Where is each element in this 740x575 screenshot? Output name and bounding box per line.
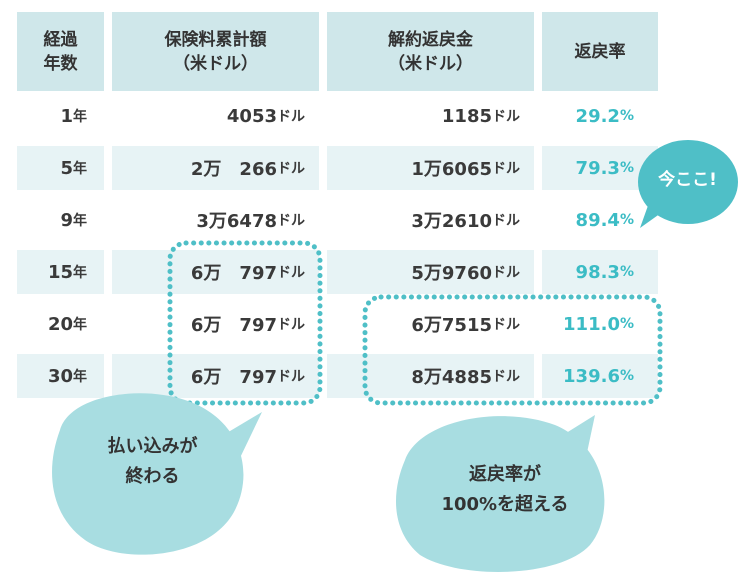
table-row-refund: 1万6065 ドル xyxy=(411,159,520,180)
header-rate: 返戻率 xyxy=(542,12,658,91)
table-row-premium: 4053 ドル xyxy=(226,105,305,127)
header-years-line1: 経過 xyxy=(43,29,78,50)
now-bubble xyxy=(638,140,738,224)
over-100-line1: 返戻率が xyxy=(469,464,541,485)
table-row-rate: 29.2% xyxy=(575,105,634,127)
row-bg-premiums-4 xyxy=(112,250,319,294)
over-100-callout: 返戻率が 100%を超える xyxy=(405,460,605,520)
over100-bubble xyxy=(395,416,605,572)
table-row-rate: 111.0% xyxy=(563,313,634,335)
table-row-refund: 1185 ドル xyxy=(441,105,520,127)
header-refund: 解約返戻金 （米ドル） xyxy=(327,12,534,91)
payment-done-line2: 終わる xyxy=(125,466,180,487)
row-bg-rate-6 xyxy=(542,354,658,398)
row-bg-years-6 xyxy=(17,354,104,398)
table-row-refund: 3万2610 ドル xyxy=(411,211,520,232)
row-bg-refund-6 xyxy=(327,354,534,398)
header-years: 経過 年数 xyxy=(17,12,104,91)
table-row-premium: 6万 797 ドル xyxy=(190,263,305,284)
table-row-refund: 6万7515 ドル xyxy=(411,315,520,336)
table-row-premium: 2万 266 ドル xyxy=(190,159,305,180)
payment-done-callout: 払い込みが 終わる xyxy=(65,432,240,492)
over-100-line2: 100%を超える xyxy=(441,494,569,515)
table-row-year: 15 年 xyxy=(47,261,87,283)
highlight-frame-premiums xyxy=(167,240,323,406)
now-callout-text: 今ここ! xyxy=(658,170,717,190)
table-row-refund: 8万4885 ドル xyxy=(411,367,520,388)
table-row-premium: 6万 797 ドル xyxy=(190,367,305,388)
header-refund-line2: （米ドル） xyxy=(388,53,473,74)
table-row-rate: 79.3% xyxy=(575,157,634,179)
header-premiums-line1: 保険料累計額 xyxy=(164,29,267,50)
payment-done-line1: 払い込みが xyxy=(107,436,198,457)
header-years-line2: 年数 xyxy=(43,53,78,74)
highlight-frame-over100 xyxy=(362,294,663,406)
row-bg-years-2 xyxy=(17,146,104,190)
table-row-year: 30 年 xyxy=(47,365,87,387)
payment-bubble xyxy=(52,393,244,555)
row-bg-years-4 xyxy=(17,250,104,294)
row-bg-refund-4 xyxy=(327,250,534,294)
row-bg-rate-4 xyxy=(542,250,658,294)
table-row-year: 20 年 xyxy=(47,313,87,335)
row-bg-premiums-2 xyxy=(112,146,319,190)
table-row-premium: 3万6478 ドル xyxy=(196,211,305,232)
row-bg-refund-2 xyxy=(327,146,534,190)
header-premiums: 保険料累計額 （米ドル） xyxy=(112,12,319,91)
header-premiums-line2: （米ドル） xyxy=(173,53,258,74)
table-row-premium: 6万 797 ドル xyxy=(190,315,305,336)
table-row-rate: 98.3% xyxy=(575,261,634,283)
table-row-refund: 5万9760 ドル xyxy=(411,263,520,284)
table-row-rate: 89.4% xyxy=(575,209,634,231)
header-rate-line1: 返戻率 xyxy=(574,41,626,62)
header-refund-line1: 解約返戻金 xyxy=(388,29,473,50)
table-row-rate: 139.6% xyxy=(563,365,634,387)
row-bg-premiums-6 xyxy=(112,354,319,398)
